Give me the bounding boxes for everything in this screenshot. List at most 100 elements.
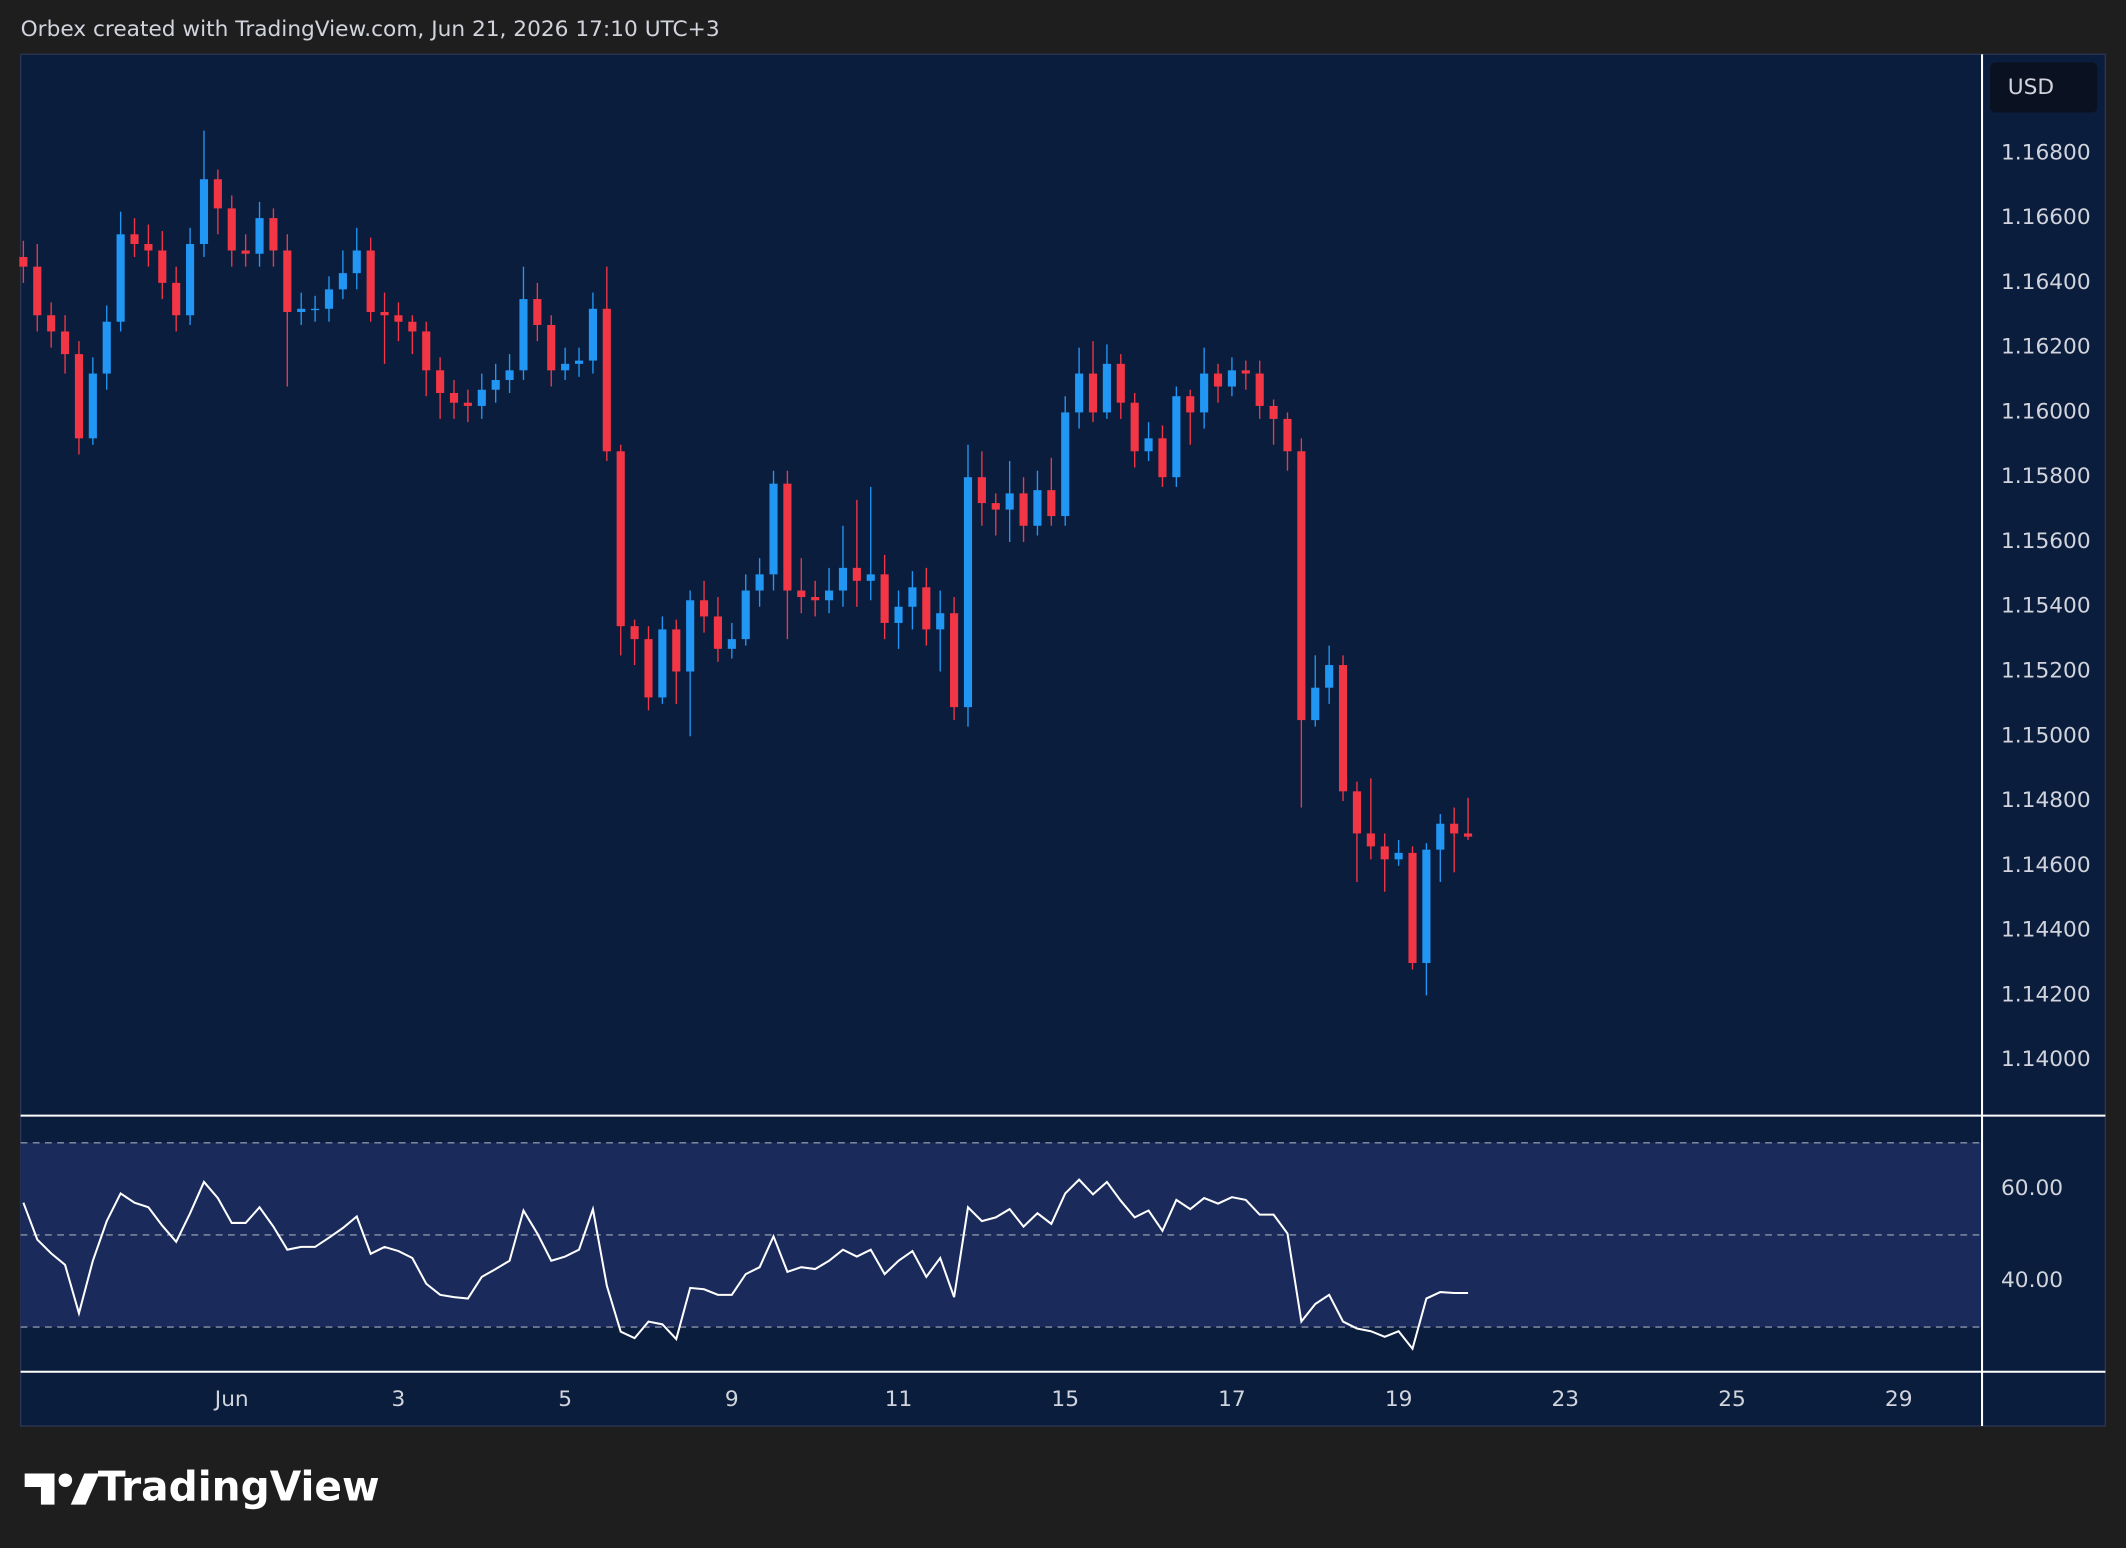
candle-body xyxy=(144,244,153,251)
x-tick-label: 11 xyxy=(885,1387,913,1412)
candle-body xyxy=(825,590,834,601)
candle-body xyxy=(783,483,792,591)
candle-body xyxy=(1338,665,1348,792)
candle-body xyxy=(366,250,375,313)
candle-body xyxy=(477,389,486,406)
candle-body xyxy=(255,218,264,254)
currency-box xyxy=(1990,62,2098,113)
candle-body xyxy=(1172,396,1181,478)
candle-body xyxy=(811,597,820,601)
logo-part xyxy=(24,1473,55,1505)
y-tick-label: 60.00 xyxy=(2001,1176,2063,1201)
y-tick-label: 1.16600 xyxy=(2001,205,2091,230)
x-tick-label: Jun xyxy=(213,1387,249,1412)
candle-body xyxy=(186,244,195,316)
candle-body xyxy=(338,273,347,290)
candle-body xyxy=(1283,418,1292,452)
brand: TradingView xyxy=(98,1463,380,1511)
header: Orbex created with TradingView.com, Jun … xyxy=(21,17,720,42)
candle-body xyxy=(852,567,861,581)
candle-body xyxy=(172,282,181,316)
candle-body xyxy=(311,308,320,311)
candle-body xyxy=(1200,373,1209,413)
x-tick-label: 17 xyxy=(1218,1387,1246,1412)
y-tick-label: 1.14000 xyxy=(2001,1047,2091,1072)
candle-body xyxy=(1227,370,1236,387)
logo-part xyxy=(70,1473,100,1505)
candle-body xyxy=(727,639,736,649)
candle-body xyxy=(1366,833,1375,847)
candle-body xyxy=(991,503,1000,510)
x-tick-label: 29 xyxy=(1885,1387,1913,1412)
y-tick-label: 1.14400 xyxy=(2001,918,2091,943)
candle-body xyxy=(74,354,84,439)
candle-body xyxy=(505,370,514,381)
candle-body xyxy=(1005,493,1014,510)
candle-body xyxy=(963,477,973,708)
candle-body xyxy=(324,289,334,309)
candle-body xyxy=(866,574,875,581)
y-tick-label: 1.16400 xyxy=(2001,270,2091,295)
candle-body xyxy=(269,218,278,251)
candle-body xyxy=(88,373,97,439)
candle-body xyxy=(1436,823,1445,850)
candle-body xyxy=(672,629,681,672)
candle-body xyxy=(533,299,542,325)
y-tick-label: 1.14800 xyxy=(2001,788,2091,813)
candle-body xyxy=(33,266,42,316)
candle-body xyxy=(1061,412,1070,517)
candle-body xyxy=(1088,373,1098,413)
candle-body xyxy=(561,363,570,371)
brand-logo xyxy=(24,1473,100,1505)
candle-body xyxy=(283,250,292,313)
candle-body xyxy=(1297,451,1306,721)
candle-body xyxy=(1130,402,1139,452)
candle-body xyxy=(547,324,556,371)
candle-body xyxy=(422,331,431,371)
candle-body xyxy=(686,600,695,672)
x-tick-label: 9 xyxy=(725,1387,739,1412)
candle-body xyxy=(1422,849,1431,963)
candle-body xyxy=(755,574,764,591)
candle-body xyxy=(463,402,472,406)
candle-body xyxy=(130,234,139,245)
candle-body xyxy=(1380,846,1389,860)
candle-body xyxy=(936,613,945,630)
candle-body xyxy=(713,616,723,649)
candle-body xyxy=(1450,823,1459,834)
x-tick-label: 5 xyxy=(558,1387,572,1412)
candle-body xyxy=(908,587,917,607)
candle-body xyxy=(1075,373,1084,413)
candle-body xyxy=(394,315,403,322)
candle-body xyxy=(352,250,361,274)
candle-body xyxy=(950,613,959,708)
candle-body xyxy=(436,370,445,393)
candle-body xyxy=(880,574,889,623)
candle-body xyxy=(199,179,209,245)
candle-body xyxy=(1241,370,1250,374)
candle-body xyxy=(102,321,111,374)
candle-body xyxy=(1213,373,1223,387)
candle-body xyxy=(1352,791,1362,834)
y-tick-label: 1.14600 xyxy=(2001,853,2091,878)
candle-body xyxy=(449,392,459,403)
y-tick-label: 1.15600 xyxy=(2001,529,2091,554)
candle-body xyxy=(769,483,778,575)
candle-body xyxy=(602,308,611,452)
candle-body xyxy=(588,308,597,361)
candle-body xyxy=(297,308,306,313)
candle-body xyxy=(1325,665,1334,688)
y-tick-label: 1.16800 xyxy=(2001,140,2091,165)
candle-body xyxy=(1047,490,1056,517)
candle-body xyxy=(1186,396,1195,413)
candle-body xyxy=(699,600,709,617)
candle-body xyxy=(658,629,667,698)
y-tick-label: 1.15400 xyxy=(2001,594,2091,619)
x-tick-label: 19 xyxy=(1385,1387,1413,1412)
logo-part xyxy=(58,1473,73,1488)
candle-body xyxy=(116,234,125,322)
candle-body xyxy=(894,606,903,623)
candle-body xyxy=(158,250,167,283)
x-tick-label: 23 xyxy=(1552,1387,1580,1412)
